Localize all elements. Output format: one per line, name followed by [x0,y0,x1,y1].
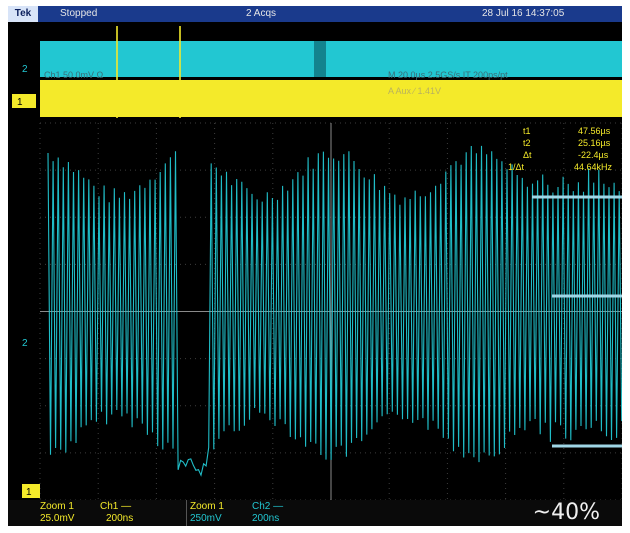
zoom1-ch1-channel: Ch1 — [100,501,132,512]
overview-trigger-readout: A Aux ∕ 1.41V [388,86,441,96]
ch2-waveform-polyline [47,145,622,477]
ch2-overview-marker: 2 [22,64,28,75]
run-state: Stopped [60,8,98,19]
readout-divider [186,500,187,526]
cursor-t2-line [116,26,118,118]
cursor-inverse-label: 1/Δt [508,162,525,172]
zoom-window-marker [314,41,326,77]
percentage-annotation: ~40% [532,500,600,525]
date-time: 28 Jul 16 14:37:05 [482,8,565,19]
zoom1-ch1-time: 200ns [106,513,134,524]
waveform-display: 2 1 Ch1 50.0mV Ω M 20.0µs 2.5GS/s IT 200… [8,26,622,500]
cursor-t2-value: 25.16µs [578,138,611,148]
ch2-zoom-marker: 2 [22,338,28,349]
zoom1-ch1-scale: 25.0mV [40,513,75,524]
status-bar: Tek Stopped 2 Acqs 28 Jul 16 14:37:05 [8,6,622,22]
zoom1-ch2-time: 200ns [252,513,280,524]
ch2-overview-marker-box [8,61,38,75]
cursor-t2-label: t2 [523,138,531,148]
cursor-dt-value: -22.4µs [578,150,609,160]
ch2-overview-trace [40,41,622,77]
oscilloscope-screen: Tek Stopped 2 Acqs 28 Jul 16 14:37:05 2 … [8,6,622,526]
cursor-inverse-value: 44.64kHz [574,162,613,172]
bottom-readout-bar: Zoom 1 Ch1 — 25.0mV 200ns Zoom 1 Ch2 — 2… [8,500,622,526]
ch1-zoom-marker-box [22,484,40,498]
cursor-readouts: t1 47.56µs t2 25.16µs Δt -22.4µs 1/Δt 44… [508,126,613,172]
cursor-t1-line [179,26,181,118]
zoom1-ch1-title: Zoom 1 [40,501,74,512]
zoom1-ch2-channel: Ch2 — [252,501,284,512]
ch1-overview-marker-box [12,94,36,108]
overview-readout-left: Ch1 50.0mV Ω [44,70,104,80]
acquisition-count: 2 Acqs [246,8,277,19]
ch1-overview-marker: 1 [17,97,23,108]
overview-readout-mid: M 20.0µs 2.5GS/s IT 200ps/pt [388,70,508,80]
brand-logo: Tek [8,6,38,22]
cursor-t1-value: 47.56µs [578,126,611,136]
cursor-t1-label: t1 [523,126,531,136]
ch1-overview-trace [40,80,622,117]
ch1-zoom-marker: 1 [26,487,32,498]
ch2-zoom-trace [47,145,622,477]
cursor-dt-label: Δt [523,150,532,160]
zoom1-ch2-scale: 250mV [190,513,222,524]
overview-panel: 2 1 Ch1 50.0mV Ω M 20.0µs 2.5GS/s IT 200… [8,26,622,118]
zoom1-ch2-title: Zoom 1 [190,501,224,512]
